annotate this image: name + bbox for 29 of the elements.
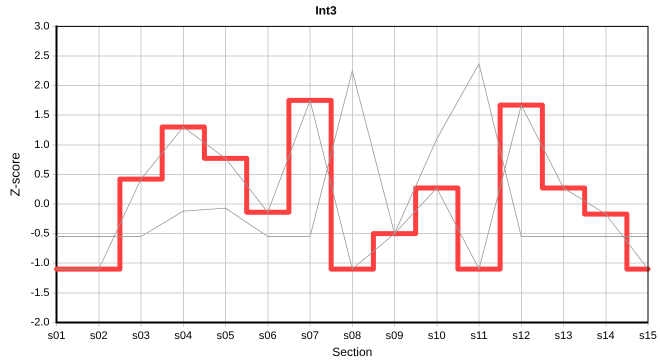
y-tick-label: 2.0 [34,80,50,92]
x-tick-label: s04 [174,330,192,342]
y-tick-label: 3.0 [34,20,50,32]
x-tick-label: s09 [386,330,404,342]
x-tick-label: s12 [512,330,530,342]
x-tick-label: s05 [216,330,234,342]
x-tick-label: s13 [554,330,572,342]
x-tick-label: s11 [470,330,488,342]
x-tick-label: s03 [132,330,150,342]
x-tick-label: s08 [343,330,362,342]
chart-title: Int3 [315,4,337,18]
y-tick-label: 0.0 [34,198,50,210]
x-tick-label: s10 [428,330,446,342]
y-tick-label: -1.0 [30,257,50,270]
x-tick-label: s02 [90,330,108,342]
x-tick-label: s14 [596,330,615,342]
y-tick-label: -2.0 [30,316,50,328]
x-tick-label: s06 [258,330,277,342]
x-tick-label: s15 [639,330,657,342]
y-axis-title: Z-score [7,152,22,196]
x-axis-title: Section [332,345,372,360]
x-tick-label: s07 [301,330,319,342]
y-tick-label: 1.0 [34,138,50,151]
y-tick-label: -1.5 [30,286,50,299]
y-tick-label: 1.5 [34,109,50,122]
y-tick-label: -0.5 [30,228,50,240]
y-tick-label: 0.5 [34,168,50,180]
y-tick-label: 2.5 [34,50,50,62]
x-tick-label: s01 [48,330,66,342]
